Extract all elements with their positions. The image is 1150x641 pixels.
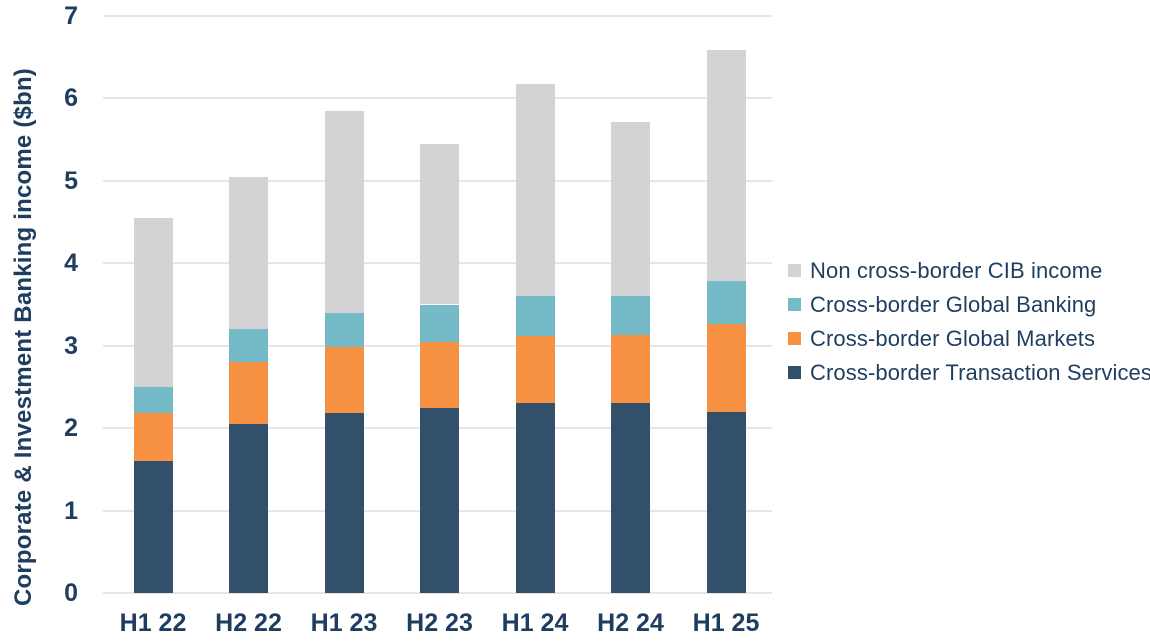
bar-segment xyxy=(706,280,746,325)
bar-segment xyxy=(133,461,173,593)
x-axis-tick-label: H2 22 xyxy=(215,609,282,637)
y-axis-tick-label: 0 xyxy=(64,579,78,607)
legend-swatch-icon xyxy=(788,332,801,345)
legend-swatch-icon xyxy=(788,366,801,379)
legend-item: Cross-border Transaction Services xyxy=(788,359,1150,385)
legend: Non cross-border CIB income Cross-border … xyxy=(788,257,1150,385)
x-axis-tick-label: H1 22 xyxy=(119,609,187,637)
bar-segment xyxy=(133,217,173,387)
gridline xyxy=(103,15,772,17)
bar-segment xyxy=(706,411,746,593)
legend-swatch-icon xyxy=(788,298,801,311)
x-axis-tick-label: H1 23 xyxy=(310,609,378,637)
bar-segment xyxy=(515,83,555,297)
bar-segment xyxy=(420,407,459,593)
bar-segment xyxy=(515,335,555,404)
x-axis-tick-label: H1 24 xyxy=(501,609,569,637)
x-axis-tick-label: H1 25 xyxy=(692,609,760,637)
bar-segment xyxy=(133,386,173,414)
bar-segment xyxy=(420,341,459,408)
legend-label: Non cross-border CIB income xyxy=(810,257,1103,283)
bar-segment xyxy=(324,413,364,593)
y-axis-tick-label: 5 xyxy=(64,166,78,195)
y-axis-tick-label: 4 xyxy=(64,249,78,278)
legend-label: Cross-border Global Banking xyxy=(810,291,1097,317)
legend-swatch-icon xyxy=(788,264,801,277)
legend-label: Cross-border Global Markets xyxy=(810,325,1096,351)
bar-segment xyxy=(611,121,650,297)
bar-segment xyxy=(324,347,364,414)
bar-segment xyxy=(706,324,746,412)
x-axis-tick-label: H2 24 xyxy=(597,609,664,637)
legend-item: Non cross-border CIB income xyxy=(788,257,1150,283)
bar-segment xyxy=(324,312,364,348)
bar-segment xyxy=(229,362,268,424)
y-axis-tick-label: 1 xyxy=(64,496,78,525)
y-axis-tick-label: 7 xyxy=(64,2,78,30)
gridline xyxy=(103,97,772,100)
bar-segment xyxy=(611,403,650,593)
bar-segment xyxy=(515,296,555,336)
legend-item: Cross-border Global Banking xyxy=(788,291,1150,317)
bar-segment xyxy=(611,334,650,404)
bar-segment xyxy=(706,49,746,281)
bar-segment xyxy=(229,176,268,330)
bar-segment xyxy=(229,329,268,363)
bar-segment xyxy=(229,424,268,593)
bar-segment xyxy=(420,143,459,305)
legend-label: Cross-border Transaction Services xyxy=(810,359,1150,385)
y-axis-tick-label: 6 xyxy=(64,84,78,113)
y-axis-tick-label: 3 xyxy=(64,331,78,360)
legend-item: Cross-border Global Markets xyxy=(788,325,1150,351)
x-axis-tick-label: H2 23 xyxy=(406,609,473,637)
bar-segment xyxy=(420,304,459,342)
bar-segment xyxy=(515,403,555,593)
bar-segment xyxy=(133,413,173,462)
bar-segment xyxy=(324,110,364,313)
y-axis-tick-label: 2 xyxy=(64,414,78,443)
bar-segment xyxy=(611,296,650,335)
gridline xyxy=(103,592,772,594)
